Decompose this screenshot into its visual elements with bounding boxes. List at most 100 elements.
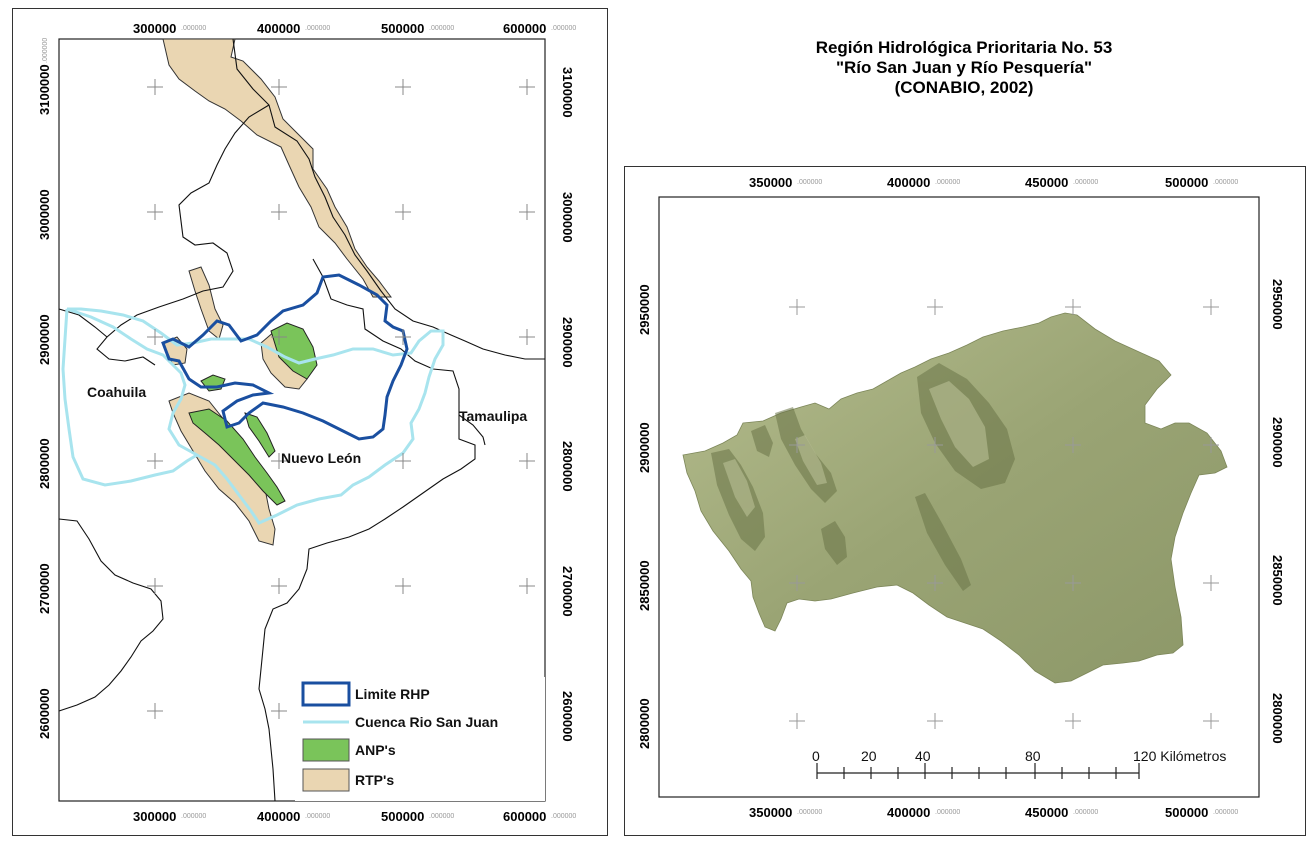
title-line-2: "Río San Juan y Río Pesquería" <box>835 58 1093 77</box>
left-x-tick-bottom: 600000 <box>503 809 546 824</box>
border-inner-nl <box>258 258 476 802</box>
border-west <box>58 308 108 338</box>
left-y-tick-right: 2800000 <box>560 441 575 492</box>
left-y-tick-left: 3000000 <box>37 189 52 240</box>
border-coahuila-south <box>58 518 164 712</box>
right-x-ticks-top: 350000 400000 450000 500000 <box>749 175 1208 190</box>
legend-swatch-limite-rhp <box>301 681 351 707</box>
right-x-tick-top: 500000 <box>1165 175 1208 190</box>
left-x-tick-bottom: 400000 <box>257 809 300 824</box>
tick-suffix: .000000 <box>429 25 454 32</box>
tick-suffix: .000000 <box>1213 179 1238 186</box>
left-y-tick-right: 3000000 <box>560 192 575 243</box>
tick-suffix: .000000 <box>1073 179 1098 186</box>
rtp-center-patch <box>188 266 224 340</box>
right-map-panel: 350000 400000 450000 500000 .000000 .000… <box>624 166 1306 836</box>
right-y-tick-right: 2800000 <box>1270 693 1285 744</box>
title-line-1: Región Hidrológica Prioritaria No. 53 <box>815 38 1113 57</box>
state-label-nuevo-leon: Nuevo León <box>281 450 361 466</box>
legend-label-limite-rhp: Limite RHP <box>355 686 430 702</box>
tick-suffix: .000000 <box>305 25 330 32</box>
tick-suffix: .000000 <box>181 813 206 820</box>
cuenca-rio-san-juan <box>66 307 445 525</box>
right-y-tick-right: 2900000 <box>1270 417 1285 468</box>
left-y-tick-left: 3100000 <box>37 64 52 115</box>
scale-label-0: 0 <box>812 748 820 764</box>
right-graticule <box>789 299 1219 729</box>
right-x-tick-bottom: 400000 <box>887 805 930 820</box>
limite-rhp <box>161 273 409 441</box>
cuenca-rio-san-juan-west <box>61 308 198 487</box>
border-coahuila-nuevoleon-north <box>96 104 270 366</box>
left-x-suffix-top: .000000 .000000 .000000 .000000 <box>181 25 576 32</box>
tick-suffix: .000000 <box>935 179 960 186</box>
left-map-panel: 300000 400000 500000 600000 .000000 .000… <box>12 8 608 836</box>
anp-south-east-sliver <box>244 412 276 458</box>
left-x-tick-top: 600000 <box>503 21 546 36</box>
left-x-tick-bottom: 300000 <box>133 809 176 824</box>
left-y-suffix-left: .000000 <box>42 38 49 63</box>
tick-suffix: .000000 <box>181 25 206 32</box>
right-x-tick-top: 400000 <box>887 175 930 190</box>
state-label-coahuila: Coahuila <box>87 384 146 400</box>
left-x-tick-top: 400000 <box>257 21 300 36</box>
scale-bar-ticks <box>816 763 1140 779</box>
left-x-tick-top: 300000 <box>133 21 176 36</box>
tick-suffix: .000000 <box>551 25 576 32</box>
map-title: Región Hidrológica Prioritaria No. 53 "R… <box>624 38 1304 98</box>
left-x-ticks-bottom: 300000 400000 500000 600000 <box>133 809 546 824</box>
right-map-svg: 350000 400000 450000 500000 .000000 .000… <box>637 175 1285 820</box>
left-y-ticks-left: 3100000 3000000 2900000 2800000 2700000 … <box>37 64 52 739</box>
title-line-3: (CONABIO, 2002) <box>894 78 1034 97</box>
state-labels: Coahuila Nuevo León Tamaulipa <box>87 384 527 466</box>
tick-suffix: .000000 <box>797 179 822 186</box>
right-x-suffix-bottom: .000000 .000000 .000000 .000000 <box>797 809 1238 816</box>
left-y-tick-left: 2900000 <box>37 314 52 365</box>
right-y-tick-right: 2950000 <box>1270 279 1285 330</box>
left-graticule <box>147 79 535 719</box>
legend-label-anp: ANP's <box>355 742 396 758</box>
tick-suffix: .000000 <box>305 813 330 820</box>
scale-bar: 0 20 40 80 120 Kilómetros <box>812 748 1226 779</box>
tick-suffix: .000000 <box>935 809 960 816</box>
left-map-svg: 300000 400000 500000 600000 .000000 .000… <box>37 21 576 824</box>
right-x-tick-top: 350000 <box>749 175 792 190</box>
scale-label-20: 20 <box>861 748 877 764</box>
right-x-tick-bottom: 350000 <box>749 805 792 820</box>
scale-label-120-km: 120 Kilómetros <box>1133 748 1226 764</box>
left-x-tick-top: 500000 <box>381 21 424 36</box>
legend-label-cuenca: Cuenca Rio San Juan <box>355 714 498 730</box>
left-y-tick-right: 2900000 <box>560 317 575 368</box>
right-x-suffix-top: .000000 .000000 .000000 .000000 <box>797 179 1238 186</box>
tick-suffix: .000000 <box>1073 809 1098 816</box>
legend-swatch-rtp <box>302 768 350 792</box>
right-y-tick-right: 2850000 <box>1270 555 1285 606</box>
left-x-ticks-top: 300000 400000 500000 600000 <box>133 21 546 36</box>
border-mexico-usa <box>232 38 545 360</box>
tick-suffix: .000000 <box>551 813 576 820</box>
anp-south-large <box>188 408 286 506</box>
tick-suffix: .000000 <box>797 809 822 816</box>
state-boundaries <box>58 38 545 802</box>
right-y-tick-left: 2900000 <box>637 422 652 473</box>
left-y-tick-right: 3100000 <box>560 67 575 118</box>
rtp-north-strip <box>162 38 392 298</box>
left-y-tick-left: 2800000 <box>37 438 52 489</box>
left-y-ticks-right: 3100000 3000000 2900000 2800000 2700000 … <box>560 67 575 742</box>
right-y-tick-left: 2950000 <box>637 284 652 335</box>
left-y-tick-left: 2600000 <box>37 688 52 739</box>
right-x-ticks-bottom: 350000 400000 450000 500000 <box>749 805 1208 820</box>
tick-suffix: .000000 <box>42 38 49 63</box>
right-y-tick-left: 2850000 <box>637 560 652 611</box>
right-x-tick-bottom: 500000 <box>1165 805 1208 820</box>
left-x-tick-bottom: 500000 <box>381 809 424 824</box>
left-y-tick-right: 2600000 <box>560 691 575 742</box>
relief-highlights <box>723 381 989 517</box>
border-tamaulipas <box>458 414 486 446</box>
right-x-tick-bottom: 450000 <box>1025 805 1068 820</box>
left-x-suffix-bottom: .000000 .000000 .000000 .000000 <box>181 813 576 820</box>
scale-label-40: 40 <box>915 748 931 764</box>
right-y-tick-left: 2800000 <box>637 698 652 749</box>
legend: Limite RHP Cuenca Rio San Juan ANP's RTP… <box>295 677 545 801</box>
right-y-ticks-left: 2950000 2900000 2850000 2800000 <box>637 284 652 749</box>
